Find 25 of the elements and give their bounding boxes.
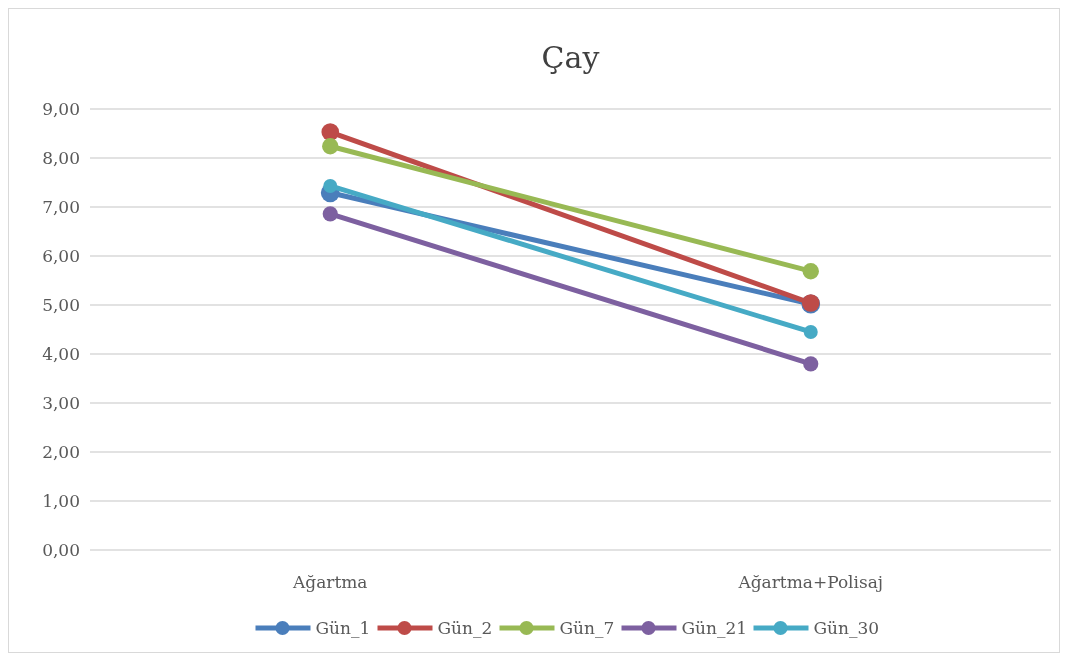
legend-label: Gün_21 bbox=[681, 618, 748, 638]
y-tick-label: 5,00 bbox=[42, 294, 80, 315]
y-tick-label: 2,00 bbox=[42, 441, 80, 462]
y-tick-label: 6,00 bbox=[42, 245, 80, 266]
y-tick-label: 8,00 bbox=[42, 147, 80, 168]
point bbox=[321, 123, 340, 141]
point bbox=[803, 356, 819, 372]
legend-label: Gün_1 bbox=[315, 618, 371, 638]
point bbox=[803, 324, 818, 339]
point bbox=[322, 206, 338, 222]
x-tick-label: Ağartma+Polisaj bbox=[737, 572, 884, 592]
legend-label: Gün_2 bbox=[437, 618, 493, 638]
y-tick-label: 7,00 bbox=[42, 196, 80, 217]
y-tick-label: 9,00 bbox=[42, 98, 80, 119]
y-tick-label: 1,00 bbox=[42, 490, 80, 511]
legend-label: Gün_30 bbox=[813, 618, 880, 638]
x-tick-label: Ağartma bbox=[291, 572, 368, 592]
point bbox=[802, 262, 819, 280]
chart-title: Çay bbox=[541, 40, 600, 75]
y-tick-label: 4,00 bbox=[42, 343, 80, 364]
legend-label: Gün_7 bbox=[559, 618, 615, 638]
point bbox=[323, 178, 338, 193]
point bbox=[322, 138, 339, 155]
y-tick-label: 3,00 bbox=[42, 392, 80, 413]
y-tick-label: 0,00 bbox=[42, 539, 80, 560]
